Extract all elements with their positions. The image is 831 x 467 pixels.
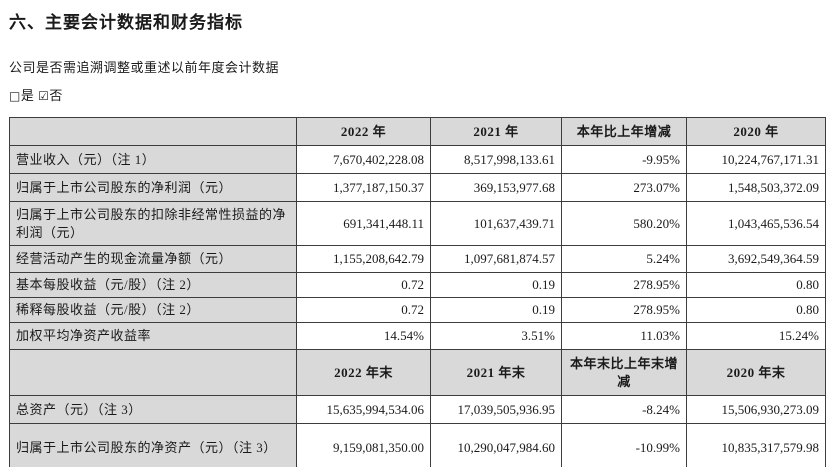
value-2022: 15,635,994,534.06 (296, 395, 431, 424)
value-2022: 0.72 (296, 297, 431, 323)
revenue-row: 营业收入（元）（注 1） 7,670,402,228.08 8,517,998,… (9, 145, 826, 174)
total-assets-row: 总资产（元）（注 3） 15,635,994,534.06 17,039,505… (9, 395, 826, 424)
value-2021: 3.51% (430, 322, 562, 350)
value-2021: 101,637,439.71 (430, 201, 562, 246)
row-label: 总资产（元）（注 3） (9, 395, 297, 424)
value-2022: 9,159,081,350.00 (296, 423, 431, 467)
cash-flow-row: 经营活动产生的现金流量净额（元） 1,155,208,642.79 1,097,… (9, 245, 826, 273)
checkbox-yes-label: 是 (20, 88, 35, 103)
value-change: 278.95% (561, 297, 687, 323)
header-end-change: 本年末比上年末增减 (561, 349, 687, 396)
value-2021: 0.19 (430, 297, 562, 323)
roe-row: 加权平均净资产收益率 14.54% 3.51% 11.03% 15.24% (9, 322, 826, 350)
header-year-2021: 2021 年 (430, 117, 562, 146)
row-label: 经营活动产生的现金流量净额（元） (9, 245, 297, 273)
value-change: -9.95% (561, 145, 687, 174)
header-blank-cell (9, 117, 297, 146)
net-assets-row: 归属于上市公司股东的净资产（元）（注 3） 9,159,081,350.00 1… (9, 423, 826, 467)
annual-header-row: 2022 年 2021 年 本年比上年增减 2020 年 (9, 117, 826, 146)
value-2022: 0.72 (296, 272, 431, 298)
value-2020: 10,835,317,579.98 (686, 423, 826, 467)
row-label: 归属于上市公司股东的净资产（元）（注 3） (9, 423, 297, 467)
value-2020: 1,043,465,536.54 (686, 201, 826, 246)
value-2020: 0.80 (686, 297, 826, 323)
value-2022: 7,670,402,228.08 (296, 145, 431, 174)
row-label: 加权平均净资产收益率 (9, 322, 297, 350)
row-label: 基本每股收益（元/股）（注 2） (9, 272, 297, 298)
value-change: 5.24% (561, 245, 687, 273)
checkbox-no-checked-icon: ☑ (38, 89, 50, 103)
restatement-question: 公司是否需追溯调整或重述以前年度会计数据 (9, 60, 280, 75)
header-end-2021: 2021 年末 (430, 349, 562, 396)
net-profit-row: 归属于上市公司股东的净利润（元） 1,377,187,150.37 369,15… (9, 173, 826, 202)
value-2020: 3,692,549,364.59 (686, 245, 826, 273)
value-2022: 1,155,208,642.79 (296, 245, 431, 273)
header-year-2020: 2020 年 (686, 117, 826, 146)
row-label: 归属于上市公司股东的净利润（元） (9, 173, 297, 202)
value-change: 580.20% (561, 201, 687, 246)
value-2022: 14.54% (296, 322, 431, 350)
value-2021: 17,039,505,936.95 (430, 395, 562, 424)
section-title: 六、主要会计数据和财务指标 (9, 13, 243, 32)
header-yoy-change: 本年比上年增减 (561, 117, 687, 146)
financial-indicators-table: 2022 年 2021 年 本年比上年增减 2020 年 营业收入（元）（注 1… (9, 117, 826, 467)
value-change: -8.24% (561, 395, 687, 424)
value-2022: 691,341,448.11 (296, 201, 431, 246)
value-2021: 8,517,998,133.61 (430, 145, 562, 174)
header-end-2020: 2020 年末 (686, 349, 826, 396)
row-label: 稀释每股收益（元/股）（注 2） (9, 297, 297, 323)
checkbox-no-label: 否 (49, 88, 63, 103)
diluted-eps-row: 稀释每股收益（元/股）（注 2） 0.72 0.19 278.95% 0.80 (9, 297, 826, 323)
value-change: 278.95% (561, 272, 687, 298)
non-recurring-profit-row: 归属于上市公司股东的扣除非经常性损益的净利润（元） 691,341,448.11… (9, 201, 826, 246)
value-change: 11.03% (561, 322, 687, 350)
basic-eps-row: 基本每股收益（元/股）（注 2） 0.72 0.19 278.95% 0.80 (9, 272, 826, 298)
value-2022: 1,377,187,150.37 (296, 173, 431, 202)
value-2021: 369,153,977.68 (430, 173, 562, 202)
row-label: 归属于上市公司股东的扣除非经常性损益的净利润（元） (9, 201, 297, 246)
header-end-2022: 2022 年末 (296, 349, 431, 396)
value-2020: 0.80 (686, 272, 826, 298)
value-2020: 1,548,503,372.09 (686, 173, 826, 202)
row-label: 营业收入（元）（注 1） (9, 145, 297, 174)
value-change: -10.99% (561, 423, 687, 467)
value-2021: 1,097,681,874.57 (430, 245, 562, 273)
restatement-answer: □是 ☑否 (9, 85, 824, 104)
value-2021: 0.19 (430, 272, 562, 298)
year-end-header-row: 2022 年末 2021 年末 本年末比上年末增减 2020 年末 (9, 349, 826, 396)
checkbox-yes-unchecked-icon: □ (9, 89, 21, 103)
value-2020: 15,506,930,273.09 (686, 395, 826, 424)
value-2020: 15.24% (686, 322, 826, 350)
header-blank-cell (9, 349, 297, 396)
value-2021: 10,290,047,984.60 (430, 423, 562, 467)
header-year-2022: 2022 年 (296, 117, 431, 146)
value-2020: 10,224,767,171.31 (686, 145, 826, 174)
value-change: 273.07% (561, 173, 687, 202)
